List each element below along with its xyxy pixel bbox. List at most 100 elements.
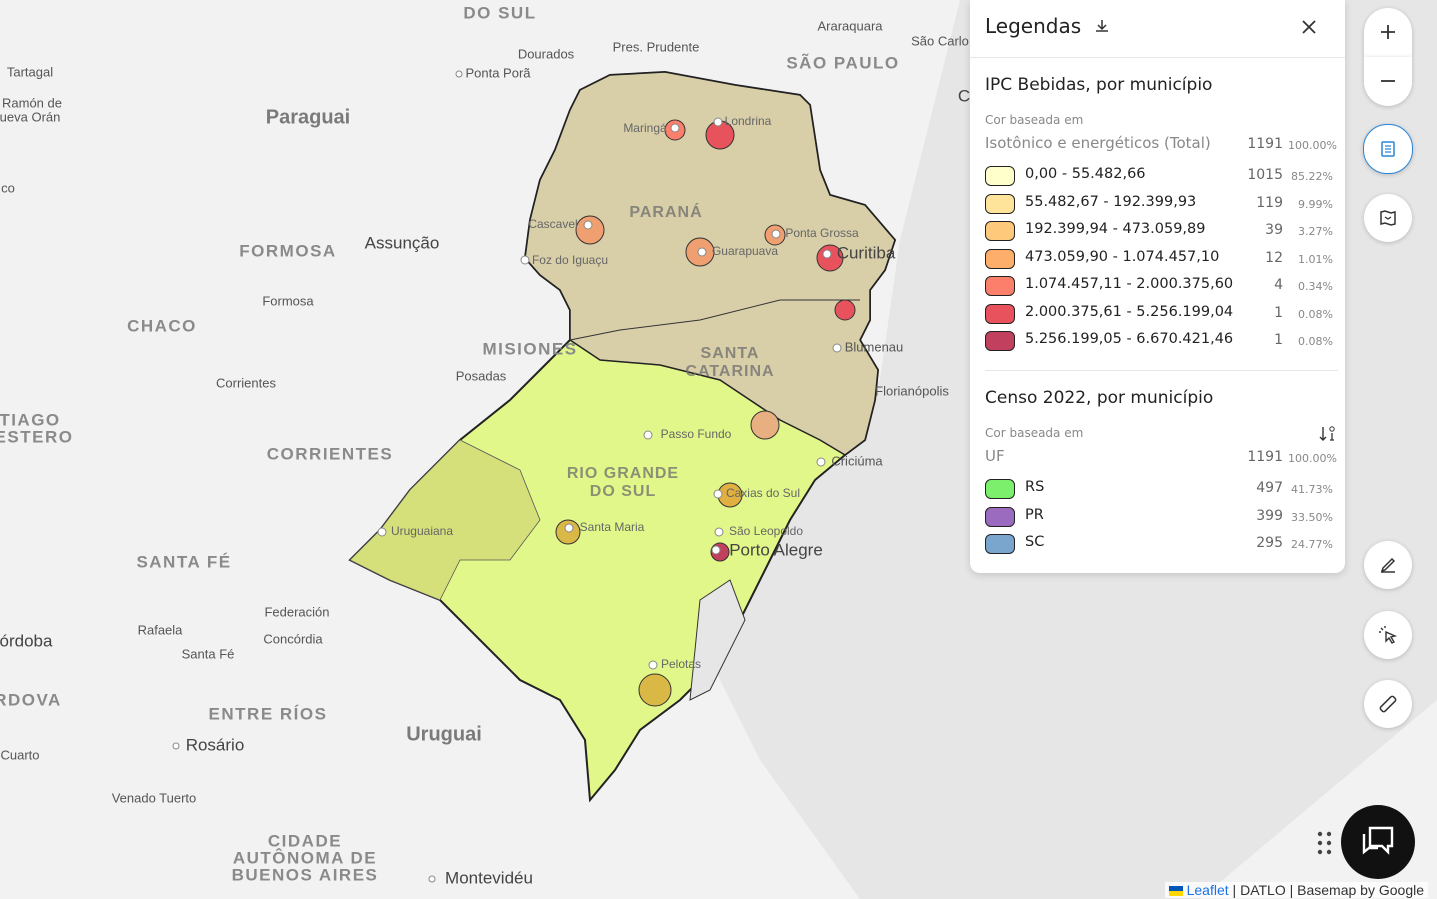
map-label: São Leopoldo	[729, 524, 803, 538]
municipality-area	[750, 410, 780, 440]
map-label: Tartagal	[7, 64, 53, 79]
select-button[interactable]	[1364, 611, 1412, 659]
legend-label: 0,00 - 55.482,66	[1025, 166, 1146, 182]
map-label: Uruguaiana	[391, 524, 453, 538]
map-label: Araraquara	[817, 18, 883, 33]
total-pct: 100.00%	[1288, 452, 1337, 465]
sort-button[interactable]	[1318, 425, 1338, 443]
city-dots	[172, 70, 842, 883]
layers-button[interactable]	[1364, 194, 1412, 242]
zoom-in-button[interactable]	[1364, 8, 1412, 57]
divider	[970, 57, 1345, 58]
map-label: ENTRE RÍOS	[209, 704, 328, 723]
map-label: Maringá	[623, 121, 667, 135]
map-label: Foz do Iguaçu	[532, 253, 608, 267]
map-label: Londrina	[725, 114, 772, 128]
map-label: Santa Fé	[182, 646, 235, 661]
legend-swatch	[985, 221, 1015, 241]
legend-label: PR	[1025, 506, 1044, 523]
map-label: CIDADE	[268, 831, 342, 850]
legend-count: 1	[1274, 332, 1283, 348]
map-label: São Carlo	[911, 33, 969, 48]
map-label: FORMOSA	[239, 241, 336, 260]
download-button[interactable]	[1094, 18, 1110, 34]
legend-pct: 1.01%	[1298, 252, 1333, 266]
legend-pct: 9.99%	[1298, 197, 1333, 211]
legend-count: 39	[1265, 222, 1283, 238]
drag-handle[interactable]	[1316, 830, 1334, 856]
map-label: Passo Fundo	[661, 427, 732, 441]
map-label: Federación	[264, 604, 329, 619]
map-label: CORRIENTES	[267, 444, 393, 463]
legend-pct: 3.27%	[1298, 225, 1333, 238]
legend-toggle-button[interactable]	[1363, 124, 1413, 174]
legend-swatch	[985, 506, 1015, 527]
map-label: Guarapuava	[712, 244, 778, 258]
map-label: SANTA FÉ	[136, 552, 231, 571]
map-label: MISIONES	[482, 339, 577, 358]
municipality-area	[349, 439, 541, 601]
legend-swatch	[985, 248, 1015, 269]
legend-count: 1015	[1247, 167, 1283, 183]
map-label: Pelotas	[661, 657, 701, 671]
map-label: Rosário	[186, 735, 245, 754]
legend-pct: 85.22%	[1291, 170, 1333, 183]
map-label: co	[1, 180, 15, 195]
section-title: IPC Bebidas, por município	[985, 75, 1213, 95]
map-label: Montevidéu	[445, 868, 533, 887]
map-label: Venado Tuerto	[112, 790, 197, 805]
map-label: SANTA	[701, 345, 760, 362]
legend-swatch	[985, 193, 1015, 214]
legend-swatch	[985, 303, 1015, 324]
legend-count: 119	[1256, 194, 1283, 211]
map-label: Formosa	[262, 293, 314, 308]
chat-button[interactable]	[1341, 805, 1415, 879]
municipality-area	[834, 299, 856, 321]
legend-panel: Legendas IPC Bebidas, por município Cor b…	[970, 0, 1345, 573]
measure-button[interactable]	[1364, 680, 1412, 728]
legend-label: 5.256.199,05 - 6.670.421,46	[1025, 331, 1234, 347]
map-label: TIAGO	[0, 410, 61, 429]
map-label: Paraguai	[266, 106, 350, 128]
zoom-out-button[interactable]	[1364, 57, 1412, 106]
map-label: DO SUL	[463, 3, 536, 22]
map-label: CATARINA	[685, 363, 774, 380]
legend-count: 497	[1256, 480, 1283, 496]
map-label: CHACO	[127, 316, 197, 335]
map-label: Ramón de	[2, 95, 62, 110]
map-label: PARANÁ	[629, 202, 702, 221]
legend-swatch	[985, 534, 1015, 554]
map-label: Corrientes	[216, 375, 276, 390]
legend-label: SC	[1025, 534, 1045, 550]
separator: |	[1232, 882, 1237, 898]
draw-button[interactable]	[1364, 541, 1412, 589]
map-label: Cascavel	[528, 217, 577, 231]
legend-count: 12	[1265, 249, 1283, 266]
flag-icon	[1168, 886, 1183, 896]
map-label: RIO GRANDE	[567, 465, 679, 482]
municipality-area	[575, 215, 605, 245]
legend-label: 473.059,90 - 1.074.457,10	[1025, 248, 1220, 265]
attribution-text: DATLO	[1240, 882, 1286, 898]
variable-name: UF	[985, 447, 1005, 465]
legend-pct: 0.08%	[1298, 307, 1333, 321]
map-label: Criciúma	[831, 453, 883, 468]
legend-pct: 33.50%	[1291, 510, 1333, 524]
attribution-link[interactable]: Leaflet	[1186, 882, 1229, 898]
attribution: Leaflet | DATLO | Basemap by Google	[1164, 882, 1428, 898]
legend-label: 55.482,67 - 192.399,93	[1025, 193, 1197, 210]
legend-swatch	[985, 276, 1015, 296]
map-label: SÃO PAULO	[786, 52, 899, 72]
map-label: Uruguai	[406, 723, 482, 745]
map-label: Blumenau	[845, 339, 904, 354]
region-pr-sc	[524, 71, 896, 456]
legend-count: 399	[1256, 507, 1283, 524]
legend-swatch	[985, 331, 1015, 351]
map-label: DO SUL	[590, 483, 656, 500]
close-button[interactable]	[1301, 19, 1317, 35]
total-count: 1191	[1247, 449, 1283, 465]
legend-label: RS	[1025, 479, 1045, 495]
section-title: Censo 2022, por município	[985, 388, 1214, 408]
